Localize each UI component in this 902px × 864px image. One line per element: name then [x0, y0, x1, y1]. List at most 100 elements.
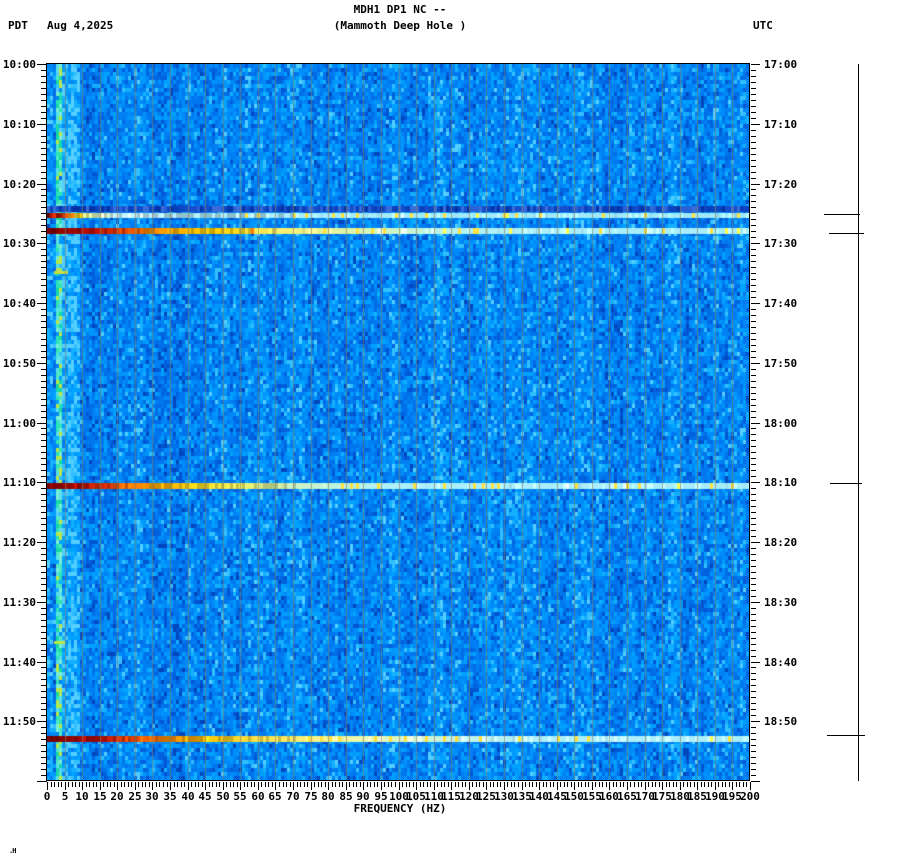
x-major-tick	[557, 782, 558, 790]
y-minor-tick-left	[41, 405, 47, 406]
y-minor-tick-left	[41, 500, 47, 501]
y-minor-tick-right	[751, 321, 756, 322]
y-minor-tick-left	[41, 201, 47, 202]
y-minor-tick-right	[751, 387, 756, 388]
x-axis-tick-label: 35	[163, 790, 177, 803]
y-minor-tick-left	[41, 470, 47, 471]
x-minor-tick	[444, 782, 445, 787]
y-minor-tick-left	[41, 620, 47, 621]
y-axis-label-right: 18:20	[764, 536, 798, 549]
y-minor-tick-right	[751, 757, 756, 758]
y-minor-tick-right	[751, 399, 756, 400]
x-minor-tick	[718, 782, 719, 787]
x-minor-tick	[96, 782, 97, 787]
x-minor-tick	[181, 782, 182, 787]
x-minor-tick	[121, 782, 122, 787]
x-minor-tick	[251, 782, 252, 787]
y-minor-tick-right	[751, 584, 756, 585]
x-axis-tick-label: 85	[339, 790, 353, 803]
y-minor-tick-right	[751, 464, 756, 465]
x-axis-tick-label: 120	[459, 790, 479, 803]
x-minor-tick	[655, 782, 656, 787]
x-axis-tick-label: 105	[406, 790, 426, 803]
y-minor-tick-left	[41, 775, 47, 776]
y-minor-tick-right	[751, 285, 756, 286]
y-major-tick-left	[37, 542, 47, 543]
y-minor-tick-right	[751, 213, 756, 214]
y-minor-tick-left	[41, 506, 47, 507]
x-axis-tick-label: 150	[564, 790, 584, 803]
x-minor-tick	[423, 782, 424, 787]
x-minor-tick	[525, 782, 526, 787]
x-minor-tick	[149, 782, 150, 787]
y-minor-tick-right	[751, 560, 756, 561]
y-minor-tick-right	[751, 775, 756, 776]
x-axis-tick-label: 5	[61, 790, 69, 803]
x-axis-tick-label: 65	[268, 790, 282, 803]
x-major-tick	[609, 782, 610, 790]
x-minor-tick	[620, 782, 621, 787]
y-minor-tick-right	[751, 679, 756, 680]
x-axis-tick-label: 195	[722, 790, 742, 803]
x-minor-tick	[321, 782, 322, 787]
y-minor-tick-right	[751, 76, 756, 77]
x-minor-tick	[599, 782, 600, 787]
x-minor-tick	[198, 782, 199, 787]
x-minor-tick	[638, 782, 639, 787]
x-minor-tick	[476, 782, 477, 787]
y-minor-tick-right	[751, 100, 756, 101]
x-minor-tick	[641, 782, 642, 787]
date-label: Aug 4,2025	[47, 19, 114, 32]
y-minor-tick-right	[751, 518, 756, 519]
x-major-tick	[627, 782, 628, 790]
y-minor-tick-right	[751, 106, 756, 107]
y-axis-label-right: 18:30	[764, 596, 798, 609]
x-minor-tick	[507, 782, 508, 787]
y-minor-tick-left	[41, 428, 47, 429]
x-major-tick	[434, 782, 435, 790]
y-minor-tick-right	[751, 458, 756, 459]
y-minor-tick-left	[41, 650, 47, 651]
x-minor-tick	[676, 782, 677, 787]
y-minor-tick-left	[41, 584, 47, 585]
x-axis-tick-label: 125	[476, 790, 496, 803]
x-axis-tick-label: 115	[441, 790, 461, 803]
y-major-tick-right	[751, 721, 760, 722]
x-minor-tick	[272, 782, 273, 787]
x-minor-tick	[318, 782, 319, 787]
event-time-mark	[827, 735, 865, 736]
x-minor-tick	[265, 782, 266, 787]
x-minor-tick	[304, 782, 305, 787]
y-minor-tick-right	[751, 411, 756, 412]
x-axis-tick-label: 70	[286, 790, 300, 803]
x-minor-tick	[230, 782, 231, 787]
y-minor-tick-left	[41, 136, 47, 137]
x-minor-tick	[349, 782, 350, 787]
y-minor-tick-left	[41, 225, 47, 226]
y-minor-tick-left	[41, 434, 47, 435]
y-minor-tick-right	[751, 291, 756, 292]
x-major-tick	[135, 782, 136, 790]
x-major-tick	[240, 782, 241, 790]
x-minor-tick	[490, 782, 491, 787]
y-axis-label-left: 10:20	[2, 178, 36, 191]
y-major-tick-left	[37, 721, 47, 722]
x-axis-tick-label: 130	[494, 790, 514, 803]
x-major-tick	[399, 782, 400, 790]
x-axis-tick-label: 165	[617, 790, 637, 803]
y-minor-tick-left	[41, 231, 47, 232]
x-minor-tick	[177, 782, 178, 787]
y-minor-tick-left	[41, 148, 47, 149]
y-minor-tick-left	[41, 112, 47, 113]
y-minor-tick-left	[41, 70, 47, 71]
y-minor-tick-right	[751, 219, 756, 220]
y-minor-tick-left	[41, 219, 47, 220]
x-major-tick	[645, 782, 646, 790]
y-minor-tick-right	[751, 82, 756, 83]
x-major-tick	[539, 782, 540, 790]
y-major-tick-right	[751, 662, 760, 663]
y-minor-tick-left	[41, 267, 47, 268]
y-minor-tick-left	[41, 399, 47, 400]
y-minor-tick-right	[751, 207, 756, 208]
y-minor-tick-right	[751, 255, 756, 256]
